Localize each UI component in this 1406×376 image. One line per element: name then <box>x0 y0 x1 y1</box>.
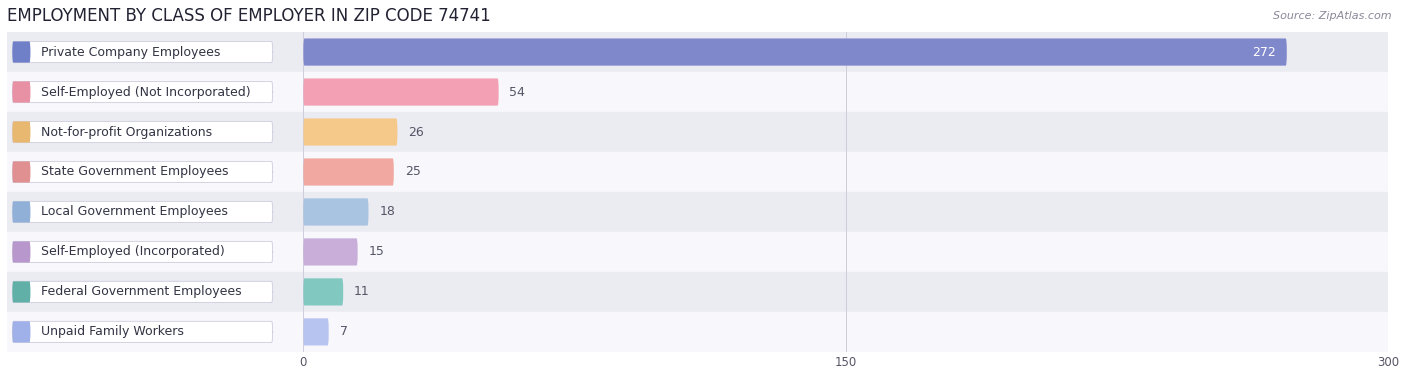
FancyBboxPatch shape <box>13 121 273 143</box>
FancyBboxPatch shape <box>13 241 273 262</box>
Text: 26: 26 <box>408 126 425 138</box>
Text: Unpaid Family Workers: Unpaid Family Workers <box>41 325 184 338</box>
Text: 18: 18 <box>380 205 395 218</box>
FancyBboxPatch shape <box>13 281 273 303</box>
FancyBboxPatch shape <box>304 38 1286 66</box>
Text: 7: 7 <box>340 325 347 338</box>
FancyBboxPatch shape <box>13 281 31 303</box>
Text: Not-for-profit Organizations: Not-for-profit Organizations <box>41 126 212 138</box>
FancyBboxPatch shape <box>13 161 273 183</box>
Text: State Government Employees: State Government Employees <box>41 165 229 179</box>
FancyBboxPatch shape <box>13 241 31 262</box>
Text: 272: 272 <box>1253 45 1275 59</box>
Text: Private Company Employees: Private Company Employees <box>41 45 221 59</box>
FancyBboxPatch shape <box>13 121 31 143</box>
FancyBboxPatch shape <box>304 238 357 265</box>
Bar <box>7 192 1388 232</box>
FancyBboxPatch shape <box>13 82 273 103</box>
FancyBboxPatch shape <box>304 199 368 226</box>
Bar <box>7 72 1388 112</box>
Bar <box>7 312 1388 352</box>
Bar <box>7 32 1388 72</box>
Bar <box>7 272 1388 312</box>
Bar <box>7 152 1388 192</box>
FancyBboxPatch shape <box>304 158 394 186</box>
FancyBboxPatch shape <box>304 318 329 346</box>
FancyBboxPatch shape <box>13 202 31 223</box>
FancyBboxPatch shape <box>304 118 398 146</box>
FancyBboxPatch shape <box>13 321 273 343</box>
FancyBboxPatch shape <box>13 321 31 343</box>
FancyBboxPatch shape <box>13 202 273 223</box>
FancyBboxPatch shape <box>304 278 343 306</box>
Text: 54: 54 <box>509 85 526 99</box>
FancyBboxPatch shape <box>304 79 499 106</box>
Text: Federal Government Employees: Federal Government Employees <box>41 285 242 299</box>
Text: 25: 25 <box>405 165 420 179</box>
Text: Self-Employed (Not Incorporated): Self-Employed (Not Incorporated) <box>41 85 250 99</box>
FancyBboxPatch shape <box>13 41 31 63</box>
Text: Source: ZipAtlas.com: Source: ZipAtlas.com <box>1274 11 1392 21</box>
Bar <box>7 112 1388 152</box>
Text: 15: 15 <box>368 246 384 258</box>
Text: 11: 11 <box>354 285 370 299</box>
Text: EMPLOYMENT BY CLASS OF EMPLOYER IN ZIP CODE 74741: EMPLOYMENT BY CLASS OF EMPLOYER IN ZIP C… <box>7 7 491 25</box>
Text: Self-Employed (Incorporated): Self-Employed (Incorporated) <box>41 246 225 258</box>
Bar <box>7 232 1388 272</box>
Text: Local Government Employees: Local Government Employees <box>41 205 228 218</box>
FancyBboxPatch shape <box>13 82 31 103</box>
FancyBboxPatch shape <box>13 41 273 63</box>
FancyBboxPatch shape <box>13 161 31 183</box>
